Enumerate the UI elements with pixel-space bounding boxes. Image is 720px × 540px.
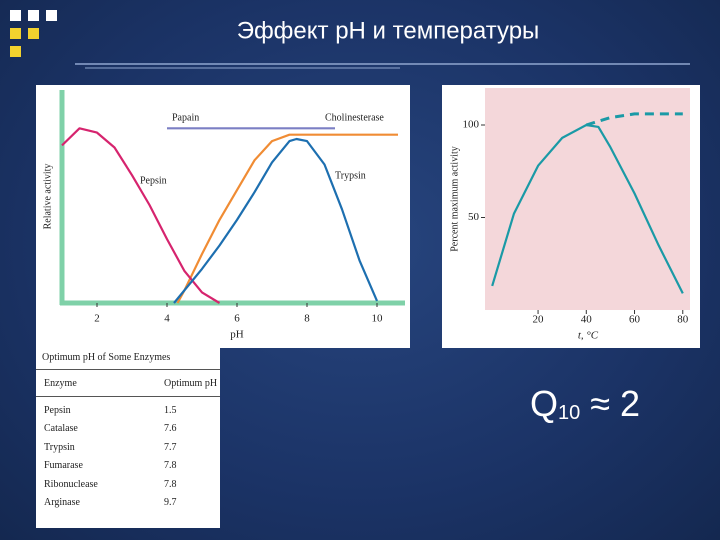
corner-squares	[10, 10, 57, 57]
table-row: Trypsin 7.7	[36, 438, 220, 457]
x-axis-label: t, °C	[578, 330, 599, 342]
x-tick-label: 6	[234, 313, 240, 325]
series-line	[176, 133, 398, 304]
header-cell: Optimum pH	[164, 377, 218, 389]
q10-formula: Q10 ≈ 2	[530, 383, 640, 425]
series-label: Trypsin	[335, 170, 366, 181]
q10-base: Q	[530, 383, 558, 424]
table-caption: Optimum pH of Some Enzymes	[36, 343, 220, 370]
y-axis-label: Percent maximum activity	[449, 146, 460, 252]
series-line	[491, 123, 684, 294]
q10-rest: ≈ 2	[590, 383, 640, 424]
table-cell: 1.5	[164, 404, 177, 416]
table-header: Enzyme Optimum pH	[36, 370, 220, 397]
table-cell: Ribonuclease	[44, 478, 98, 490]
slide-title: Эффект рН и температуры	[237, 17, 540, 44]
x-tick-label: 60	[629, 314, 641, 326]
table-row: Pepsin 1.5	[36, 401, 220, 420]
x-tick-label: 10	[372, 313, 384, 325]
series-line	[173, 137, 379, 304]
x-tick-label: 80	[677, 314, 689, 326]
table-cell: 7.6	[164, 423, 177, 435]
x-tick-label: 4	[164, 313, 170, 325]
table-row: Catalase 7.6	[36, 420, 220, 439]
table-cell: Fumarase	[44, 460, 83, 472]
x-tick-label: 8	[304, 313, 310, 325]
table-row: Arginase 9.7	[36, 494, 220, 513]
x-tick-label: 2	[94, 313, 100, 325]
table-cell: 7.8	[164, 460, 177, 472]
table-row: Fumarase 7.8	[36, 457, 220, 476]
table-cell: Pepsin	[44, 404, 71, 416]
y-axis-label: Relative activity	[42, 164, 53, 230]
header-cell: Enzyme	[44, 377, 77, 389]
table-cell: 7.7	[164, 441, 177, 453]
x-axis-label: pH	[230, 329, 244, 341]
x-tick-label: 20	[533, 314, 545, 326]
series-line	[61, 127, 221, 304]
table-row: Ribonuclease 7.8	[36, 475, 220, 494]
series-line	[585, 112, 683, 127]
table-cell: 7.8	[164, 478, 177, 490]
y-tick-label: 50	[468, 211, 480, 223]
table-cell: Catalase	[44, 423, 78, 435]
q10-subscript: 10	[558, 402, 580, 424]
plot-area	[485, 88, 690, 310]
x-tick-label: 40	[581, 314, 593, 326]
series-label: Pepsin	[140, 175, 167, 186]
series-label: Cholinesterase	[325, 112, 384, 123]
table-cell: Arginase	[44, 497, 80, 509]
table-cell: 9.7	[164, 497, 177, 509]
y-tick-label: 100	[463, 119, 480, 131]
enzyme-table: Optimum pH of Some Enzymes Enzyme Optimum …	[36, 343, 220, 528]
table-cell: Trypsin	[44, 441, 75, 453]
series-label: Papain	[172, 112, 199, 123]
